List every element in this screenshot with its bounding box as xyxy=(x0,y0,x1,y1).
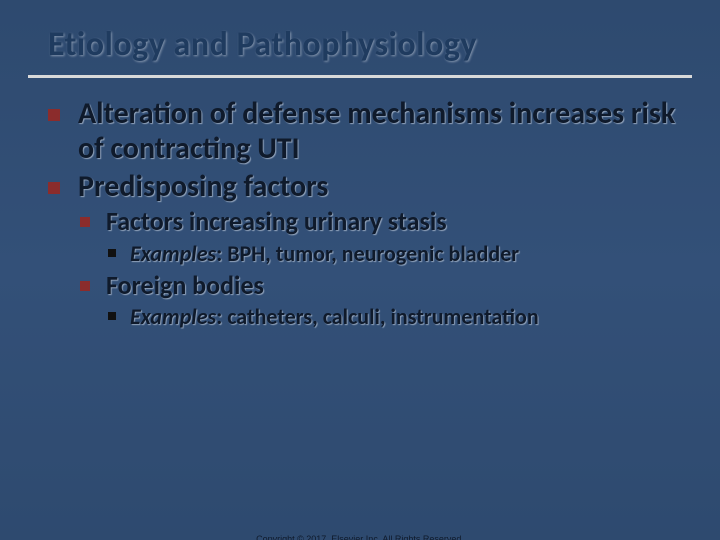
bullet-list-lvl1: Alteration of defense mechanisms increas… xyxy=(44,96,676,331)
bullet-item: Examples: BPH, tumor, neurogenic bladder xyxy=(106,240,676,268)
examples-label: Examples xyxy=(130,240,216,267)
bullet-text: Predisposing factors xyxy=(78,168,328,205)
bullet-item: Examples: catheters, calculi, instrument… xyxy=(106,303,676,331)
bullet-item: Predisposing factors Factors increasing … xyxy=(44,169,676,331)
bullet-text: Alteration of defense mechanisms increas… xyxy=(78,95,675,167)
content-area: Alteration of defense mechanisms increas… xyxy=(0,86,720,331)
slide-title: Etiology and Pathophysiology xyxy=(48,24,672,65)
examples-text: : catheters, calculi, instrumentation xyxy=(216,303,539,330)
copyright-footer: Copyright © 2017, Elsevier Inc. All Righ… xyxy=(0,534,720,540)
bullet-item: Factors increasing urinary stasis Exampl… xyxy=(78,206,676,267)
examples-text: : BPH, tumor, neurogenic bladder xyxy=(216,240,519,267)
bullet-list-lvl2: Factors increasing urinary stasis Exampl… xyxy=(78,206,676,331)
bullet-list-lvl3: Examples: catheters, calculi, instrument… xyxy=(106,303,676,331)
bullet-item: Alteration of defense mechanisms increas… xyxy=(44,96,676,167)
bullet-list-lvl3: Examples: BPH, tumor, neurogenic bladder xyxy=(106,240,676,268)
bullet-item: Foreign bodies Examples: catheters, calc… xyxy=(78,270,676,331)
examples-label: Examples xyxy=(130,303,216,330)
bullet-text: Foreign bodies xyxy=(106,269,264,301)
bullet-text: Factors increasing urinary stasis xyxy=(106,205,447,237)
title-container: Etiology and Pathophysiology xyxy=(28,18,692,78)
